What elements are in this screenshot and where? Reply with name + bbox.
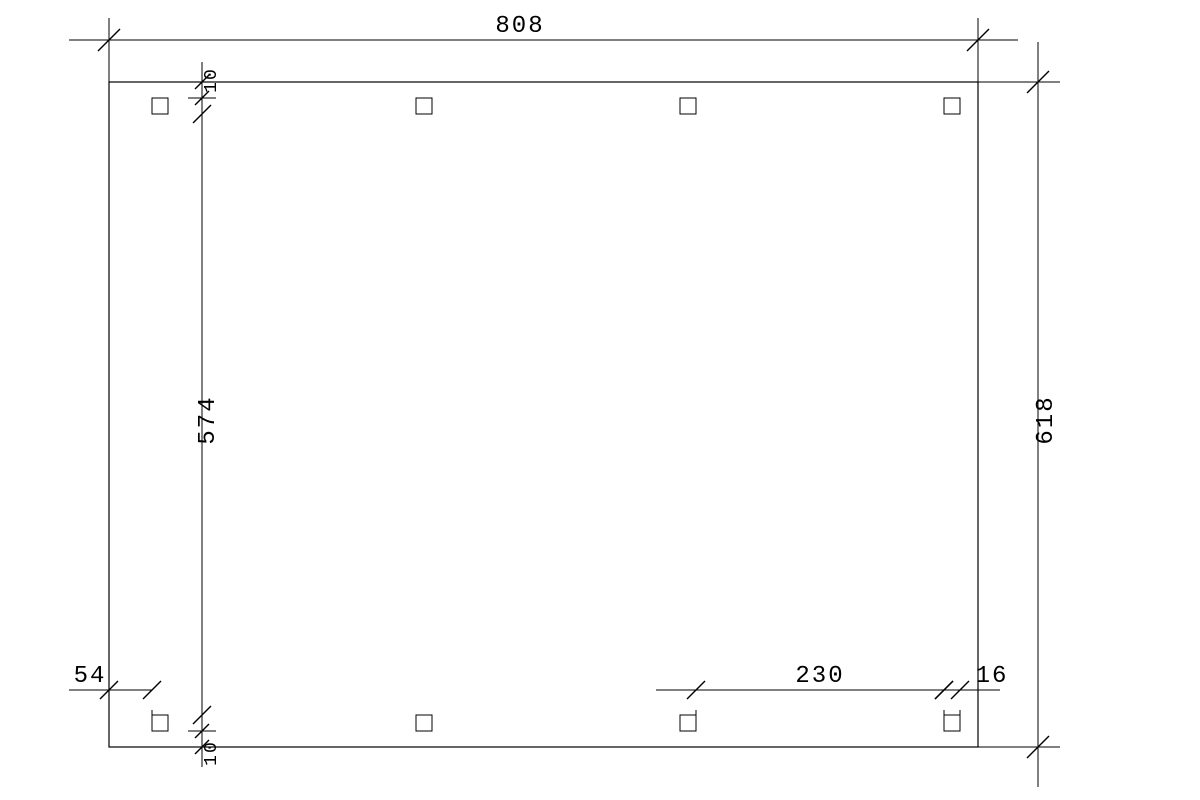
post-marker <box>416 98 432 114</box>
plan-outline <box>109 82 978 747</box>
post-marker <box>680 715 696 731</box>
post-marker <box>944 715 960 731</box>
dim-edge-offset-label: 54 <box>74 663 107 690</box>
dim-post-spacing-label: 230 <box>795 663 844 690</box>
dim-bottom-chain <box>69 681 1000 747</box>
dim-overall-height-label: 618 <box>1033 395 1060 444</box>
dim-top-clearance-label: 10 <box>202 67 222 93</box>
post-marker <box>416 715 432 731</box>
technical-drawing: 808 618 574 10 10 54 230 16 <box>0 0 1200 800</box>
post-marker <box>680 98 696 114</box>
dim-post-width-label: 16 <box>976 663 1009 690</box>
post-marker <box>944 98 960 114</box>
dim-bottom-clearance-label: 10 <box>202 740 222 766</box>
post-marker <box>152 98 168 114</box>
dim-clear-height-label: 574 <box>195 395 222 444</box>
post-marker <box>152 715 168 731</box>
dim-overall-width-label: 808 <box>495 13 544 40</box>
